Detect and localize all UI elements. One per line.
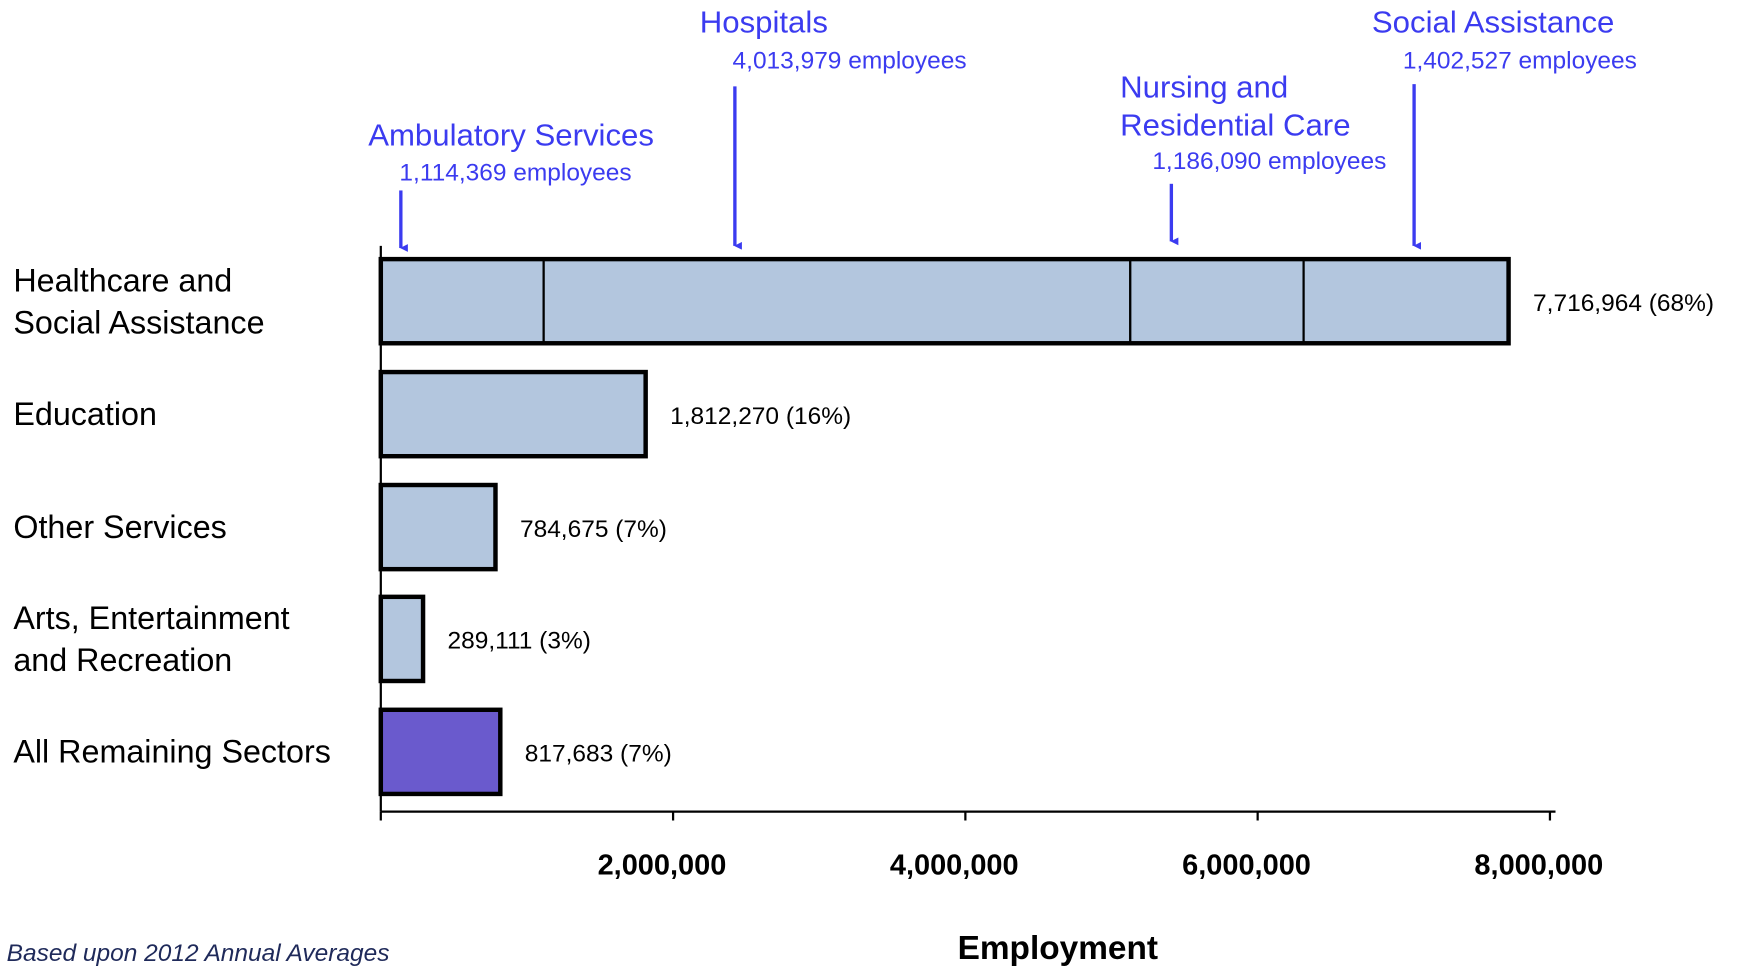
y-tick-label: Education bbox=[13, 396, 157, 432]
bar-segment bbox=[542, 258, 1132, 345]
annotation-value: 4,013,979 employees bbox=[733, 48, 967, 75]
value-label: 289,111 (3%) bbox=[448, 628, 591, 655]
x-tick-label: 2,000,000 bbox=[598, 850, 727, 882]
annotation-name: Hospitals bbox=[700, 5, 828, 40]
bar bbox=[378, 369, 648, 459]
annotation-value: 1,114,369 employees bbox=[399, 159, 631, 186]
note: Based upon 2012 Annual Averages bbox=[7, 940, 390, 967]
x-tick-label: 6,000,000 bbox=[1182, 850, 1311, 882]
annotation-name: Social Assistance bbox=[1372, 5, 1615, 40]
annotation-value: 1,186,090 employees bbox=[1152, 148, 1386, 175]
bar bbox=[378, 256, 1511, 346]
y-tick-label: Healthcare and Social Assistance bbox=[13, 262, 264, 340]
bar-segment bbox=[1129, 258, 1305, 345]
y-tick-label: Other Services bbox=[13, 509, 226, 545]
y-tick-label: Arts, Entertainment and Recreation bbox=[13, 600, 289, 678]
value-label: 1,812,270 (16%) bbox=[670, 403, 851, 430]
bar-segment bbox=[1302, 258, 1510, 345]
bar bbox=[378, 482, 498, 572]
x-tick-label: 4,000,000 bbox=[890, 850, 1019, 882]
value-label: 7,716,964 (68%) bbox=[1533, 290, 1714, 317]
x-tick-label: 8,000,000 bbox=[1474, 850, 1603, 882]
value-label: 784,675 (7%) bbox=[520, 516, 667, 543]
bar bbox=[378, 707, 503, 797]
annotation-name: Nursing and Residential Care bbox=[1120, 70, 1350, 143]
x-axis-title: Employment bbox=[958, 930, 1158, 967]
value-label: 817,683 (7%) bbox=[525, 741, 672, 768]
annotation-value: 1,402,527 employees bbox=[1403, 48, 1637, 75]
annotation-name: Ambulatory Services bbox=[368, 118, 654, 153]
y-tick-label: All Remaining Sectors bbox=[13, 734, 331, 770]
bar-segment bbox=[379, 258, 545, 345]
bar bbox=[378, 594, 426, 684]
